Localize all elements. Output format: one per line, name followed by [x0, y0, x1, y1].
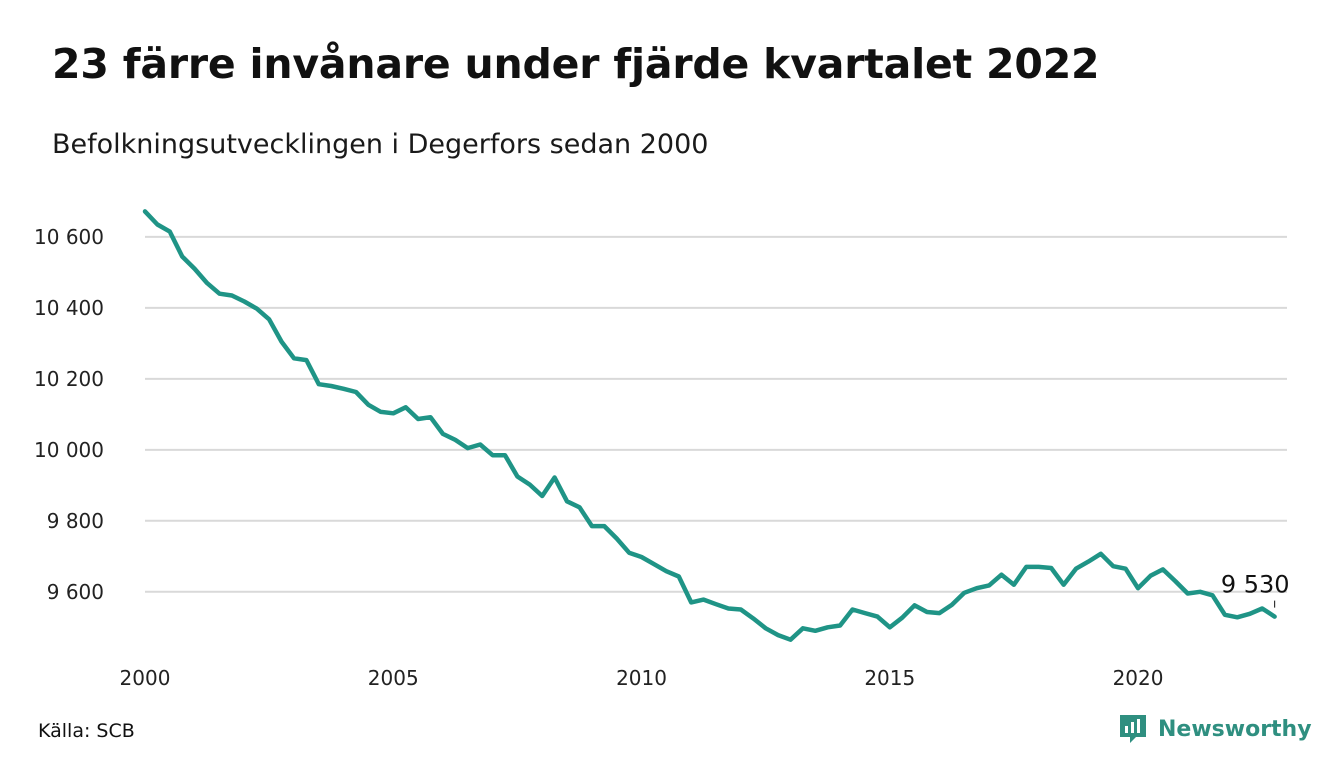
y-tick-label: 10 000 — [34, 438, 104, 462]
y-axis-tick-labels: 9 600 9 800 10 000 10 200 10 400 10 600 — [34, 225, 104, 604]
grid-lines — [145, 235, 1287, 593]
end-value-label: 9 530 — [1221, 571, 1290, 599]
x-tick-label: 2015 — [864, 666, 915, 690]
x-axis-tick-labels: 2000 2005 2010 2015 2020 — [120, 666, 1164, 690]
x-tick-label: 2010 — [616, 666, 667, 690]
population-series-line — [142, 209, 1277, 642]
x-tick-label: 2000 — [120, 666, 171, 690]
y-tick-label: 10 200 — [34, 367, 104, 391]
annotations: 9 530 — [1221, 571, 1290, 608]
y-tick-label: 10 600 — [34, 225, 104, 249]
y-tick-label: 9 800 — [47, 509, 104, 533]
brand-name: Newsworthy — [1158, 716, 1312, 742]
newsworthy-logo-icon — [1120, 715, 1146, 743]
chart-subtitle: Befolkningsutvecklingen i Degerfors seda… — [52, 129, 709, 160]
x-tick-label: 2005 — [368, 666, 419, 690]
y-tick-label: 9 600 — [47, 580, 104, 604]
y-tick-label: 10 400 — [34, 296, 104, 320]
series-group — [142, 209, 1277, 642]
source-label: Källa: SCB — [38, 720, 135, 742]
brand-logo: Newsworthy — [1118, 713, 1312, 745]
x-tick-label: 2020 — [1113, 666, 1164, 690]
chart-title: 23 färre invånare under fjärde kvartalet… — [52, 40, 1100, 88]
